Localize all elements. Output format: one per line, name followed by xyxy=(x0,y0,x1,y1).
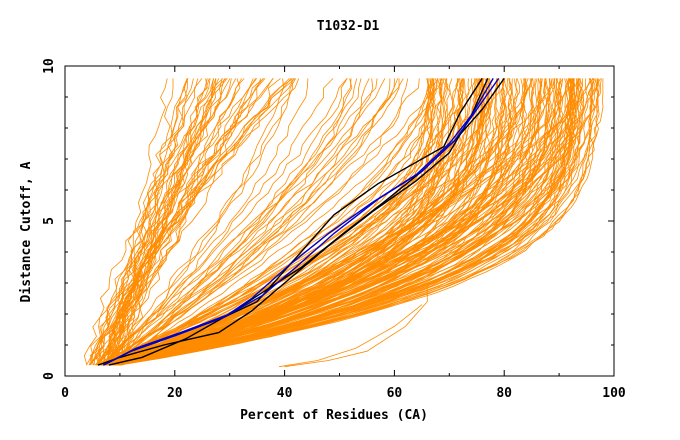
model-curve-51 xyxy=(105,78,478,366)
model-curve-148 xyxy=(113,78,473,366)
model-curve-193 xyxy=(96,78,208,366)
model-curve-107 xyxy=(117,78,464,366)
model-curve-195 xyxy=(118,78,274,366)
model-curve-154 xyxy=(115,78,542,366)
model-curve-78 xyxy=(108,78,596,366)
model-curve-228 xyxy=(105,78,334,366)
model-curve-189 xyxy=(98,78,208,366)
model-curve-216 xyxy=(111,78,420,366)
x-tick-label: 0 xyxy=(61,386,69,401)
model-curve-145 xyxy=(104,78,449,366)
model-curve-168 xyxy=(118,78,564,366)
model-curve-205 xyxy=(105,78,168,366)
model-curve-149 xyxy=(118,78,430,366)
model-curve-161 xyxy=(110,78,483,366)
model-curve-208 xyxy=(111,78,203,366)
model-curve-59 xyxy=(111,78,595,366)
series-line-blue-2 xyxy=(103,77,500,366)
model-curve-236 xyxy=(103,78,374,366)
model-curve-150 xyxy=(107,78,442,366)
series-line-blue-1 xyxy=(103,78,494,366)
model-curve-237 xyxy=(104,78,395,366)
model-curve-199 xyxy=(115,78,228,366)
model-curve-241 xyxy=(279,304,423,368)
model-curve-229 xyxy=(109,78,370,366)
model-curve-221 xyxy=(114,78,442,366)
model-curve-231 xyxy=(98,78,409,366)
model-curve-155 xyxy=(109,78,443,366)
model-curve-109 xyxy=(107,78,593,366)
y-tick-label: 0 xyxy=(42,372,57,380)
model-curve-240 xyxy=(284,286,428,368)
model-curve-139 xyxy=(118,78,580,366)
model-curve-194 xyxy=(95,78,274,366)
x-tick-label: 80 xyxy=(496,386,512,401)
series-line-black-1 xyxy=(97,78,489,366)
model-curve-209 xyxy=(121,78,225,366)
model-curve-222 xyxy=(96,78,378,366)
model-curve-232 xyxy=(100,78,447,366)
model-curve-153 xyxy=(104,78,528,366)
model-curve-108 xyxy=(100,78,534,366)
model-curve-213 xyxy=(101,78,241,366)
model-curve-99 xyxy=(112,78,583,366)
x-axis-label: Percent of Residues (CA) xyxy=(240,408,428,423)
y-axis-label: Distance Cutoff, A xyxy=(19,161,34,302)
model-curve-103 xyxy=(109,78,506,366)
model-curve-215 xyxy=(115,78,353,366)
model-curve-140 xyxy=(106,78,463,366)
model-curve-136 xyxy=(118,78,528,366)
model-curve-62 xyxy=(111,78,594,366)
model-curve-6 xyxy=(110,78,439,366)
model-curve-212 xyxy=(97,78,232,366)
x-axis-ticks: 0 20 40 60 80 100 xyxy=(61,66,626,401)
model-curve-214 xyxy=(109,78,189,366)
model-curve-162 xyxy=(105,78,485,366)
model-curve-171 xyxy=(118,78,254,366)
model-curve-186 xyxy=(111,78,262,366)
model-curve-137 xyxy=(119,78,589,366)
x-tick-label: 100 xyxy=(602,386,626,401)
model-curve-159 xyxy=(113,78,570,366)
model-curve-239 xyxy=(97,78,348,366)
model-curve-219 xyxy=(112,78,352,366)
x-tick-label: 40 xyxy=(277,386,293,401)
y-tick-label: 5 xyxy=(42,217,57,225)
model-curve-210 xyxy=(86,78,188,366)
model-curve-235 xyxy=(107,78,358,366)
model-curve-201 xyxy=(90,78,227,366)
highlighted-model-curves xyxy=(97,77,505,366)
model-curve-147 xyxy=(98,78,579,366)
series-line-black-2 xyxy=(108,77,505,366)
model-curve-230 xyxy=(116,78,362,366)
x-tick-label: 20 xyxy=(167,386,183,401)
model-curve-156 xyxy=(120,78,572,366)
model-curve-163 xyxy=(116,78,575,366)
model-curve-167 xyxy=(109,78,429,366)
model-curve-122 xyxy=(112,78,464,366)
model-curve-207 xyxy=(83,78,223,366)
y-axis-ticks: 0 5 10 xyxy=(42,58,614,380)
model-curve-110 xyxy=(101,78,556,366)
model-curve-233 xyxy=(102,78,285,366)
background-model-curves xyxy=(83,78,604,368)
model-curve-238 xyxy=(105,78,348,366)
y-tick-label: 10 xyxy=(42,58,57,74)
model-curve-211 xyxy=(88,78,281,366)
chart-title: T1032-D1 xyxy=(317,19,380,34)
model-curve-234 xyxy=(104,78,294,366)
model-curve-133 xyxy=(116,78,435,366)
x-tick-label: 60 xyxy=(387,386,403,401)
model-curve-169 xyxy=(110,78,560,366)
